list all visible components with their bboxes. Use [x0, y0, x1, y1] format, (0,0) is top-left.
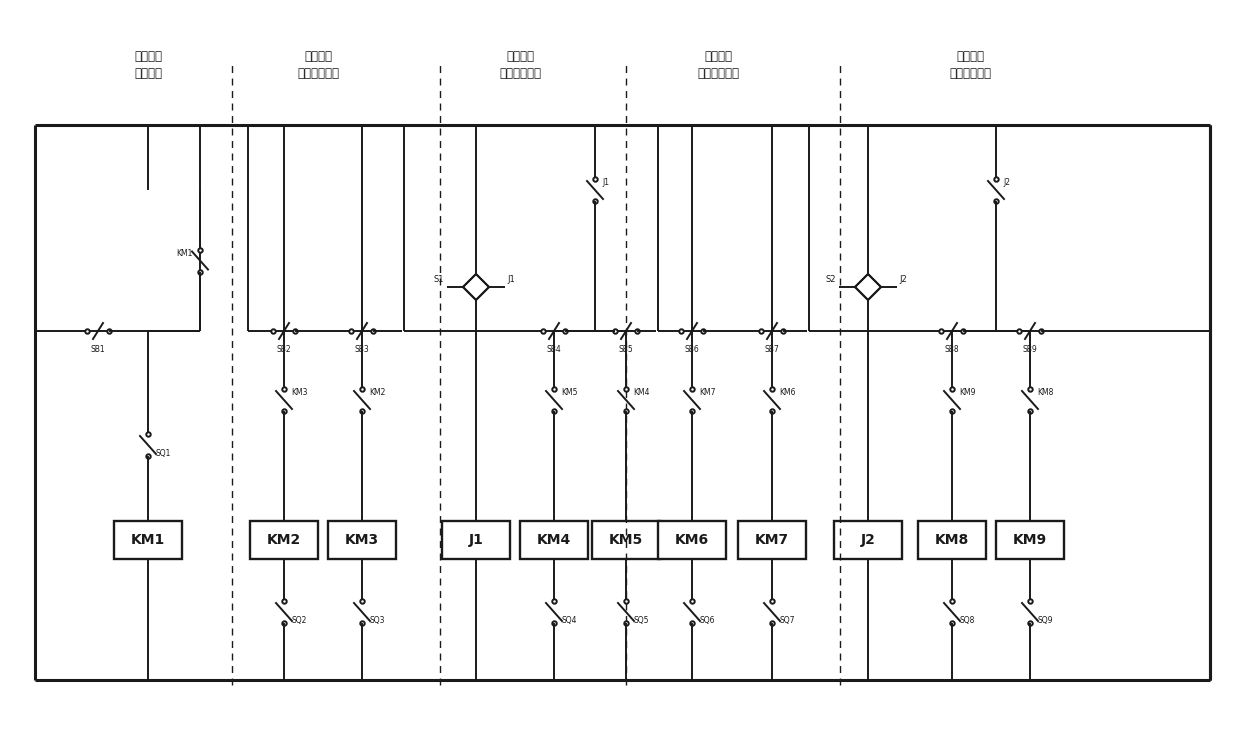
Text: SQ7: SQ7 — [779, 616, 795, 625]
Text: SQ3: SQ3 — [370, 616, 384, 625]
Text: KM4: KM4 — [537, 533, 572, 547]
Text: SB2: SB2 — [277, 345, 291, 354]
Text: 保定架甲
夹紧机构控制: 保定架甲 夹紧机构控制 — [498, 50, 541, 80]
Text: KM3: KM3 — [291, 388, 308, 397]
Text: 保定架甲
升降机构控制: 保定架甲 升降机构控制 — [298, 50, 339, 80]
Bar — [329, 521, 396, 559]
Text: SB7: SB7 — [765, 345, 780, 354]
Text: J1: J1 — [507, 275, 516, 284]
Text: KM2: KM2 — [267, 533, 301, 547]
Text: 保定架乙
升降机构控制: 保定架乙 升降机构控制 — [697, 50, 739, 80]
Text: SQ9: SQ9 — [1037, 616, 1053, 625]
Text: SQ4: SQ4 — [560, 616, 577, 625]
Text: KM8: KM8 — [935, 533, 970, 547]
Text: KM7: KM7 — [699, 388, 715, 397]
Text: SQ1: SQ1 — [155, 449, 170, 458]
Bar — [250, 521, 317, 559]
Bar — [441, 521, 510, 559]
Bar — [738, 521, 806, 559]
Text: SB1: SB1 — [91, 345, 105, 354]
Text: SQ6: SQ6 — [699, 616, 714, 625]
Bar — [658, 521, 725, 559]
Bar — [114, 521, 182, 559]
Text: KM2: KM2 — [370, 388, 386, 397]
Bar — [591, 521, 660, 559]
Polygon shape — [463, 274, 489, 300]
Text: KM8: KM8 — [1037, 388, 1053, 397]
Text: SB9: SB9 — [1023, 345, 1038, 354]
Bar — [520, 521, 588, 559]
Text: KM4: KM4 — [632, 388, 650, 397]
Text: KM1: KM1 — [131, 533, 165, 547]
Text: SQ2: SQ2 — [291, 616, 306, 625]
Text: KM9: KM9 — [1013, 533, 1047, 547]
Text: KM5: KM5 — [560, 388, 578, 397]
Text: J2: J2 — [899, 275, 908, 284]
Polygon shape — [856, 274, 880, 300]
Text: SB5: SB5 — [619, 345, 634, 354]
Text: 保定架乙
夹紧机构控制: 保定架乙 夹紧机构控制 — [949, 50, 991, 80]
Text: KM6: KM6 — [779, 388, 796, 397]
Text: S1: S1 — [434, 275, 444, 284]
Text: S2: S2 — [826, 275, 837, 284]
Text: SB6: SB6 — [684, 345, 699, 354]
Text: KM5: KM5 — [609, 533, 644, 547]
Bar — [835, 521, 901, 559]
Text: KM9: KM9 — [959, 388, 976, 397]
Bar — [918, 521, 986, 559]
Text: J2: J2 — [1003, 178, 1011, 187]
Text: J2: J2 — [861, 533, 875, 547]
Text: KM3: KM3 — [345, 533, 379, 547]
Text: 转盘旋转
机构控制: 转盘旋转 机构控制 — [134, 50, 162, 80]
Text: KM1: KM1 — [176, 248, 193, 257]
Text: SB8: SB8 — [945, 345, 960, 354]
Text: J1: J1 — [469, 533, 484, 547]
Text: KM6: KM6 — [675, 533, 709, 547]
Bar — [996, 521, 1064, 559]
Text: SQ8: SQ8 — [959, 616, 975, 625]
Text: SB4: SB4 — [547, 345, 562, 354]
Text: SQ5: SQ5 — [632, 616, 649, 625]
Text: KM7: KM7 — [755, 533, 789, 547]
Text: J1: J1 — [601, 178, 609, 187]
Text: SB3: SB3 — [355, 345, 370, 354]
